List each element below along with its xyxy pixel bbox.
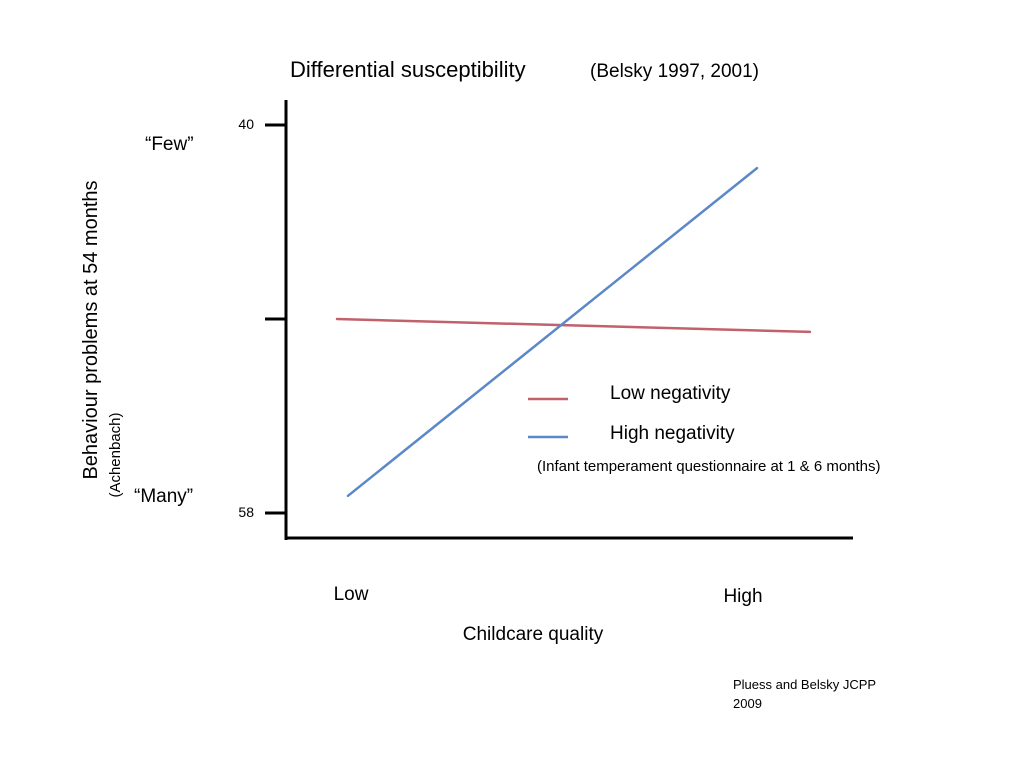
- y-label-few: “Few”: [145, 134, 194, 155]
- series-line-high-negativity: [346, 166, 759, 498]
- x-tick-label-low: Low: [334, 584, 369, 605]
- y-label-many: “Many”: [134, 486, 193, 507]
- legend-label-high-negativity: High negativity: [610, 423, 735, 444]
- legend-label-low-negativity: Low negativity: [610, 383, 731, 404]
- legend: Low negativity High negativity (Infant t…: [528, 383, 881, 475]
- x-tick-label-high: High: [723, 586, 762, 607]
- y-axis-subtitle: (Achenbach): [107, 412, 124, 497]
- x-axis-title: Childcare quality: [463, 624, 604, 645]
- legend-note: (Infant temperament questionnaire at 1 &…: [537, 458, 881, 475]
- source-note-line2: 2009: [733, 696, 762, 711]
- y-axis-title: Behaviour problems at 54 months: [80, 180, 102, 479]
- y-ticks: 40 58: [238, 116, 286, 520]
- chart-title: Differential susceptibility: [290, 57, 526, 82]
- chart-subtitle: (Belsky 1997, 2001): [590, 61, 759, 82]
- series-line-low-negativity: [335, 317, 812, 334]
- y-tick-label: 40: [238, 116, 254, 132]
- series-layer: [335, 166, 812, 498]
- source-note-line1: Pluess and Belsky JCPP: [733, 677, 876, 692]
- y-tick-label: 58: [238, 504, 254, 520]
